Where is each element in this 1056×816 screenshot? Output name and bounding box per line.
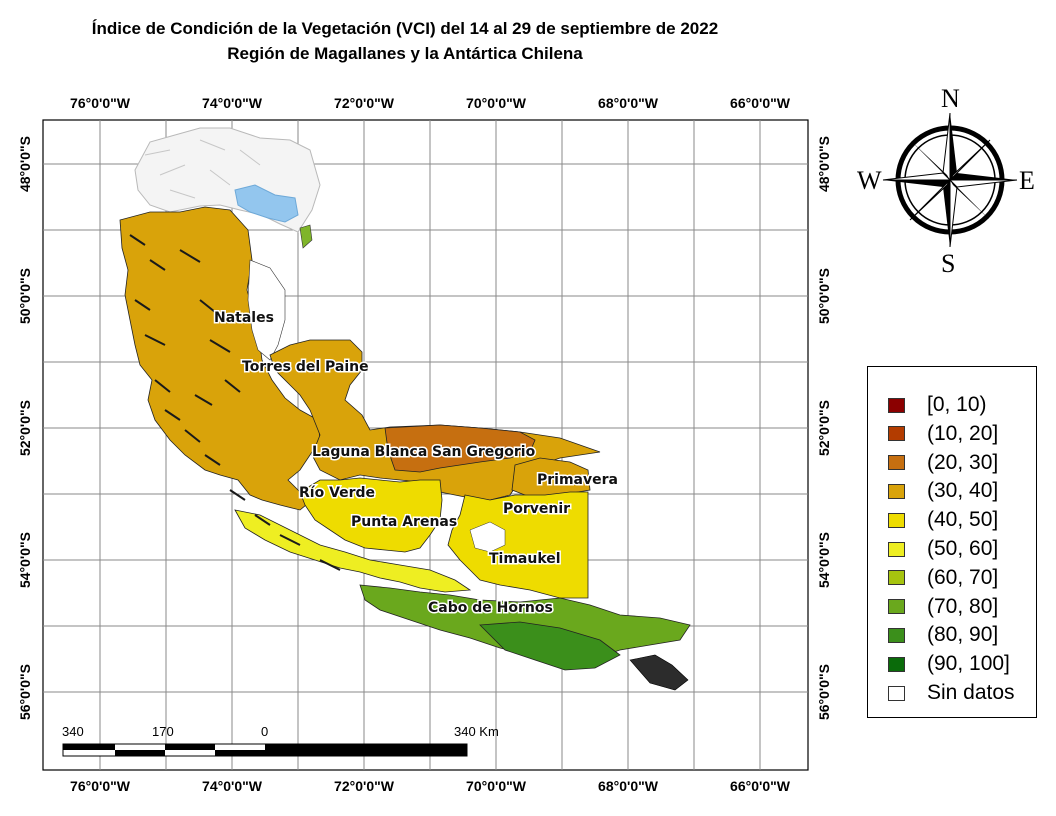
label-natales: Natales (214, 310, 274, 326)
lake-north (234, 184, 299, 223)
legend-label: Sin datos (927, 681, 1015, 704)
legend-item: (70, 80] (888, 595, 998, 619)
lon-label-top: 72°0'0"W (334, 95, 395, 111)
compass-n: N (941, 85, 960, 113)
lat-label-right: 48°0'0"S (816, 136, 832, 192)
label-laguna-blanca: Laguna Blanca (312, 444, 427, 460)
place-labels: Natales Torres del Paine Laguna Blanca S… (213, 309, 620, 618)
legend-swatch (888, 455, 905, 471)
green-patch-north (299, 224, 313, 249)
lon-label-bottom: 76°0'0"W (70, 778, 131, 794)
label-punta-arenas: Punta Arenas (351, 514, 457, 530)
legend: [0, 10) (10, 20] (20, 30] (30, 40] (40, 50] (… (867, 366, 1037, 718)
map-subtitle: Región de Magallanes y la Antártica Chil… (227, 44, 583, 63)
lat-label-right: 52°0'0"S (816, 400, 832, 456)
lon-label-top: 68°0'0"W (598, 95, 659, 111)
legend-item: (30, 40] (888, 479, 998, 503)
legend-swatch (888, 685, 905, 701)
lon-label-top: 74°0'0"W (202, 95, 263, 111)
no-data-natales (247, 259, 286, 361)
legend-swatch (888, 599, 905, 615)
legend-label: (20, 30] (927, 450, 999, 474)
label-timaukel: Timaukel (489, 551, 561, 567)
legend-swatch (888, 483, 905, 499)
scale-label-340-left: 340 (62, 724, 84, 739)
legend-item: (40, 50] (888, 508, 998, 532)
lat-label-left: 56°0'0"S (17, 664, 33, 720)
legend-item: (20, 30] (888, 451, 998, 475)
compass-w: W (857, 166, 882, 195)
land-region (119, 127, 691, 691)
scale-label-340-right: 340 Km (454, 724, 499, 739)
region-primavera (511, 457, 591, 498)
legend-label: (80, 90] (927, 623, 999, 647)
legend-item: (60, 70] (888, 566, 998, 590)
lat-label-left: 54°0'0"S (17, 532, 33, 588)
region-san-gregorio (384, 424, 536, 473)
legend-swatch (888, 541, 905, 557)
compass-s: S (941, 249, 955, 275)
legend-item: (50, 60] (888, 537, 998, 561)
legend-label: (90, 100] (927, 652, 1010, 676)
lat-label-left: 52°0'0"S (17, 400, 33, 456)
lat-label-right: 56°0'0"S (816, 664, 832, 720)
lat-label-left: 50°0'0"S (17, 268, 33, 324)
legend-item: (90, 100] (888, 652, 1010, 676)
lat-label-right: 54°0'0"S (816, 532, 832, 588)
label-san-gregorio: San Gregorio (432, 444, 536, 460)
lon-label-bottom: 68°0'0"W (598, 778, 659, 794)
compass-e: E (1019, 166, 1035, 195)
legend-item: (80, 90] (888, 623, 998, 647)
scale-bar: 340 170 0 340 Km (62, 724, 499, 757)
lat-label-left: 48°0'0"S (17, 136, 33, 192)
legend-swatch (888, 570, 905, 586)
legend-label: [0, 10) (927, 393, 987, 416)
label-rio-verde: Río Verde (299, 485, 375, 501)
legend-swatch (888, 397, 905, 413)
scale-label-0: 0 (261, 724, 268, 739)
legend-label: (30, 40] (927, 479, 999, 503)
legend-label: (70, 80] (927, 594, 999, 618)
label-porvenir: Porvenir (503, 501, 570, 517)
lat-label-right: 50°0'0"S (816, 268, 832, 324)
legend-label: (10, 20] (927, 421, 999, 445)
legend-item: Sin datos (888, 681, 1015, 705)
archipelago-texture (129, 234, 341, 571)
lon-label-top: 66°0'0"W (730, 95, 791, 111)
compass-star-icon (882, 112, 1018, 248)
lon-label-top: 70°0'0"W (466, 95, 527, 111)
no-data-north-lines (144, 139, 281, 201)
label-torres-del-paine: Torres del Paine (242, 359, 369, 375)
scale-label-170: 170 (152, 724, 174, 739)
legend-label: (50, 60] (927, 537, 999, 560)
legend-label: (40, 50] (927, 508, 999, 532)
lon-label-top: 76°0'0"W (70, 95, 131, 111)
islands-far-south (629, 654, 689, 691)
legend-swatch (888, 627, 905, 643)
legend-item: [0, 10) (888, 393, 987, 417)
lon-label-bottom: 70°0'0"W (466, 778, 527, 794)
label-cabo-de-hornos: Cabo de Hornos (428, 600, 553, 616)
legend-label: (60, 70] (927, 565, 999, 589)
map-title: Índice de Condición de la Vegetación (VC… (91, 19, 719, 38)
label-primavera: Primavera (537, 472, 618, 488)
compass-rose: N S W E (857, 85, 1035, 275)
legend-swatch (888, 426, 905, 442)
lon-label-bottom: 74°0'0"W (202, 778, 263, 794)
lon-label-bottom: 66°0'0"W (730, 778, 791, 794)
legend-swatch (888, 512, 905, 528)
legend-item: (10, 20] (888, 422, 998, 446)
southern-islands (234, 509, 472, 593)
no-data-tdf (469, 521, 506, 553)
lon-label-bottom: 72°0'0"W (334, 778, 395, 794)
region-cabo-darkgreen (479, 621, 621, 671)
legend-swatch (888, 656, 905, 672)
region-punta-arenas (299, 477, 443, 553)
